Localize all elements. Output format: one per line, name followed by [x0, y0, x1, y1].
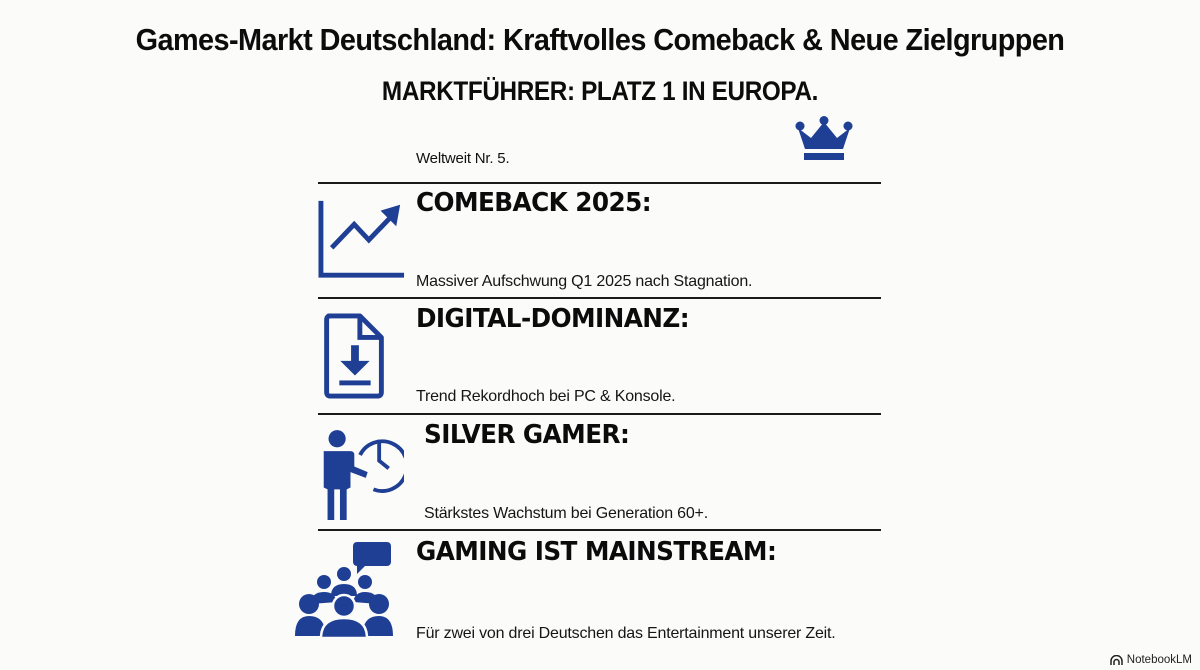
section-description: Stärkstes Wachstum bei Generation 60+. [424, 505, 708, 522]
divider [318, 413, 881, 415]
group-speech-icon [295, 542, 393, 640]
brand-label: NotebookLM [1126, 654, 1192, 666]
section-heading: DIGITAL-DOMINANZ: [416, 304, 690, 334]
page-title: Games-Markt Deutschland: Kraftvolles Com… [135, 22, 1065, 57]
section-heading: COMEBACK 2025: [416, 188, 652, 218]
divider [318, 297, 881, 299]
file-download-icon [324, 313, 384, 399]
notebooklm-brand: NotebookLM [1110, 654, 1192, 666]
section-heading: GAMING IST MAINSTREAM: [416, 537, 777, 567]
trend-up-chart-icon [318, 200, 405, 278]
header-note: Weltweit Nr. 5. [416, 150, 510, 167]
subtitle: MARKTFÜHRER: PLATZ 1 IN EUROPA. [381, 76, 819, 106]
notebooklm-logo-icon [1110, 655, 1123, 665]
section-heading: SILVER GAMER: [424, 420, 630, 450]
section-description: Trend Rekordhoch bei PC & Konsole. [416, 388, 676, 405]
section-description: Massiver Aufschwung Q1 2025 nach Stagnat… [416, 273, 753, 290]
divider [318, 182, 881, 184]
crown-icon [795, 116, 853, 160]
section-description: Für zwei von drei Deutschen das Entertai… [416, 625, 836, 642]
divider [318, 529, 881, 531]
person-clock-icon [323, 430, 404, 520]
